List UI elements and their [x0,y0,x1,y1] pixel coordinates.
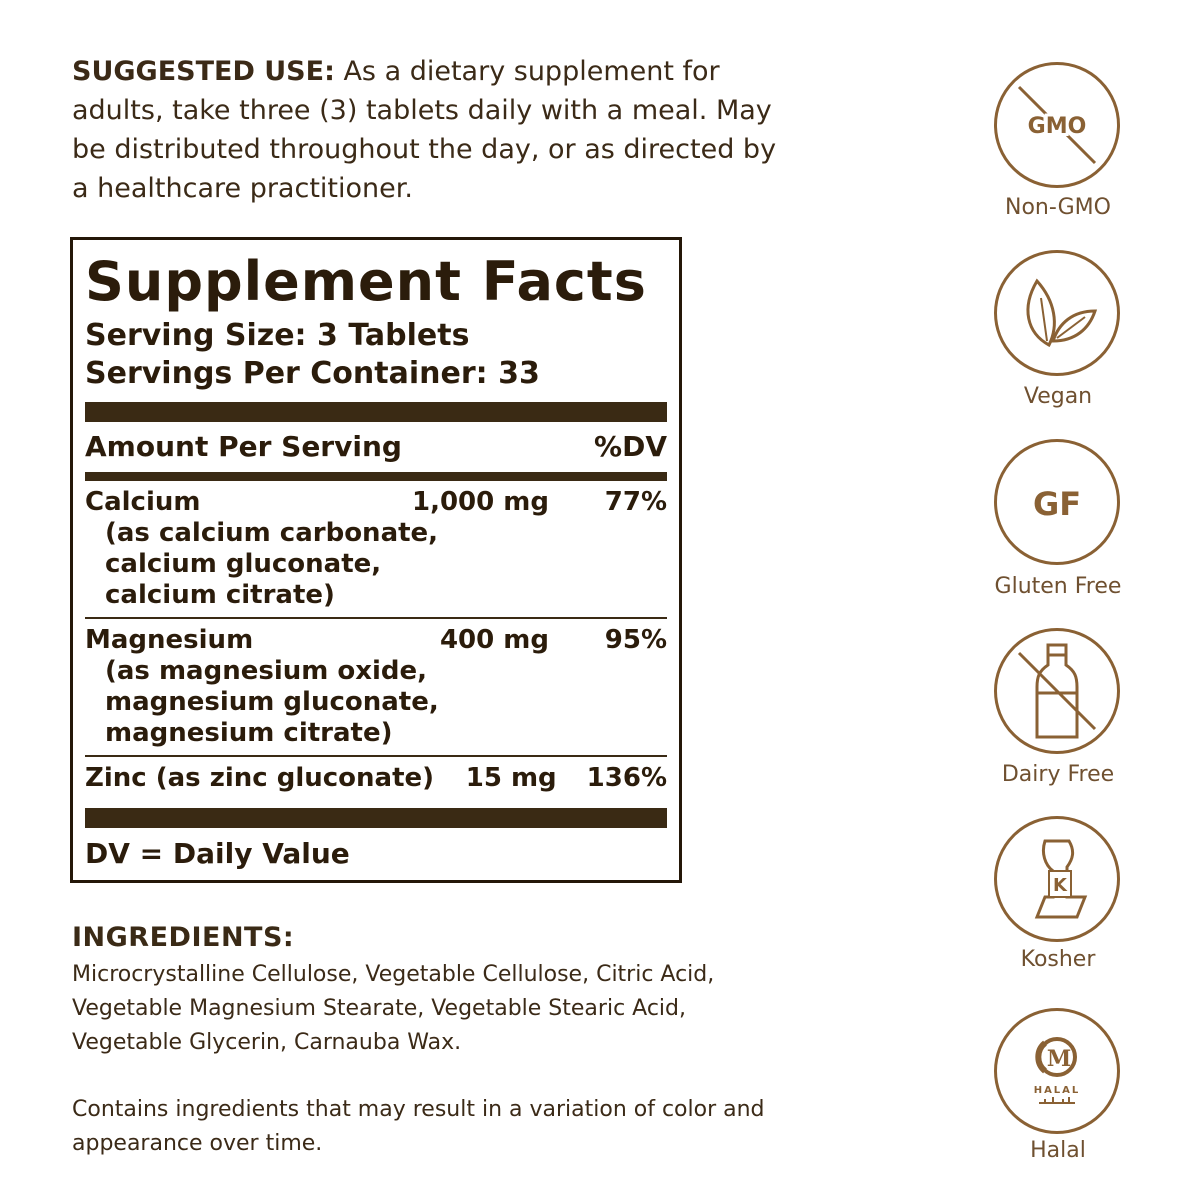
nutrient-amount: 15 mg [465,763,557,793]
gluten-free-badge: GF [994,439,1120,565]
servings-per-container: Servings Per Container: 33 [85,356,540,391]
badge-label-gluten-free: Gluten Free [994,574,1122,599]
divider-thin [85,755,667,757]
ingredients-list: Microcrystalline Cellulose, Vegetable Ce… [72,962,715,1055]
nutrient-name: Magnesium [85,625,254,655]
milk-bottle-crossed-icon [1017,643,1097,739]
dv-footnote: DV = Daily Value [85,837,350,870]
nutrient-source: (as magnesium oxide, [105,656,428,686]
gmo-crossed-icon: GMO [1017,85,1097,165]
divider-thick [85,402,667,422]
gluten-free-icon: GF [1033,485,1081,523]
divider-thick [85,808,667,828]
supplement-facts-panel: Supplement Facts Serving Size: 3 Tablets… [70,237,682,883]
badge-label-non-gmo: Non-GMO [1005,195,1111,220]
badge-label-kosher: Kosher [1020,947,1096,972]
nutrient-row-magnesium: Magnesium 400 mg 95% (as magnesium oxide… [85,619,667,755]
badge-label-dairy-free: Dairy Free [1001,762,1115,787]
badge-label-vegan: Vegan [1023,384,1093,409]
svg-text:HALAL: HALAL [1034,1085,1081,1096]
nutrient-source: magnesium citrate) [105,718,393,748]
nutrient-dv: 77% [604,487,667,517]
nutrient-source: (as calcium carbonate, [105,518,439,548]
halal-m-icon: M HALAL [1034,1037,1081,1104]
suggested-use-heading: SUGGESTED USE: [72,56,335,87]
nutrient-source: calcium citrate) [105,580,335,610]
disclaimer-text: Contains ingredients that may result in … [72,1097,765,1156]
serving-size: Serving Size: 3 Tablets [85,318,470,353]
vegan-badge [994,250,1120,376]
halal-badge: M HALAL [994,1008,1120,1134]
svg-text:GMO: GMO [1028,114,1087,139]
dairy-free-badge [994,628,1120,754]
nutrient-row-zinc: Zinc (as zinc gluconate) 15 mg 136% [85,757,667,800]
suggested-use: SUGGESTED USE: As a dietary supplement f… [72,52,792,208]
svg-text:K: K [1053,875,1068,896]
nutrient-dv: 95% [604,625,667,655]
nutrient-amount: 1,000 mg [412,487,549,517]
kosher-badge: K [994,816,1120,942]
suggested-use-text: As a dietary supplement for adults, take… [72,56,777,204]
amount-per-serving-label: Amount Per Serving [85,430,402,463]
dv-header-label: %DV [594,430,667,463]
kosher-k-icon: K [1034,839,1088,919]
divider-thin [85,617,667,619]
svg-text:M: M [1047,1046,1071,1072]
nutrient-name: Calcium [85,487,201,517]
nutrient-name: Zinc (as zinc gluconate) [85,763,435,793]
nutrient-row-calcium: Calcium 1,000 mg 77% (as calcium carbona… [85,481,667,617]
svg-text:GF: GF [1033,485,1081,523]
ingredients-heading: INGREDIENTS: [72,922,295,953]
facts-title: Supplement Facts [85,250,647,313]
non-gmo-badge: GMO [994,62,1120,188]
leaf-icon [1026,278,1098,348]
amount-header-row: Amount Per Serving %DV [85,422,667,472]
nutrient-dv: 136% [586,763,667,793]
nutrient-source: calcium gluconate, [105,549,382,579]
badge-label-halal: Halal [1030,1138,1086,1163]
nutrient-amount: 400 mg [439,625,549,655]
divider-medium [85,472,667,481]
nutrient-source: magnesium gluconate, [105,687,439,717]
